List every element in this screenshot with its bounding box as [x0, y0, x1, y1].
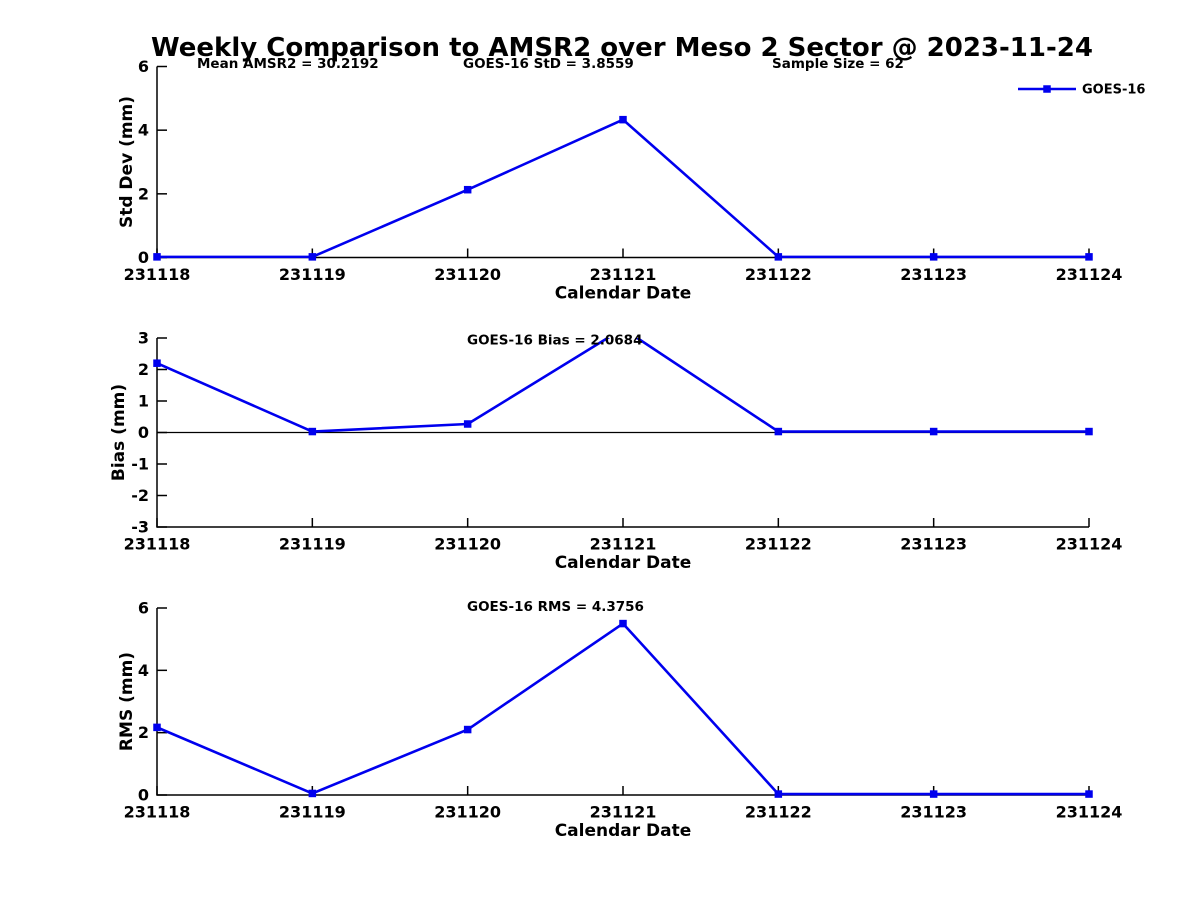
data-marker: [308, 789, 317, 798]
x-tick-label: 231118: [124, 265, 191, 284]
x-tick-label: 231123: [900, 535, 967, 554]
x-tick-label: 231124: [1056, 803, 1123, 822]
annotation-mean-amsr2: Mean AMSR2 = 30.2192: [197, 56, 379, 72]
axes-spines: [156, 66, 1089, 259]
y-tick-label: 6: [138, 599, 149, 618]
legend: GOES-16: [1018, 83, 1145, 98]
series-line-goes-16: [156, 622, 1089, 796]
y-axis-label: Std Dev (mm): [117, 96, 137, 228]
data-marker: [308, 253, 317, 261]
x-tick-label: 231121: [590, 803, 657, 822]
data-marker: [153, 359, 161, 367]
x-axis-label: Calendar Date: [555, 821, 692, 841]
y-tick-label: 4: [138, 661, 149, 680]
x-tick-label: 231119: [279, 535, 346, 554]
y-tick-label: 2: [138, 184, 149, 203]
annotation-goes16-std: GOES-16 StD = 3.8559: [463, 56, 634, 72]
y-tick-label: -1: [131, 455, 149, 474]
x-tick-label: 231119: [279, 265, 346, 284]
y-tick-label: 2: [138, 360, 149, 379]
y-tick-label: -2: [131, 486, 149, 505]
x-tick-label: 231119: [279, 803, 346, 822]
y-tick-label: 0: [138, 423, 149, 442]
annotation-sample-size: Sample Size = 62: [772, 56, 904, 72]
data-marker: [929, 253, 938, 261]
subplot-rms: 0 2 4 6 231118 231119 231120 231121 231122 231123…: [117, 599, 1122, 842]
data-marker: [774, 790, 783, 798]
y-tick-label: 0: [138, 786, 149, 805]
subplot-std-dev: 0 2 4 6 231118 231119 231120 231121 231122 231123…: [117, 57, 1122, 304]
x-tick-label: 231124: [1056, 265, 1123, 284]
axes-spines: [156, 608, 1089, 796]
legend-marker-sample: [1043, 85, 1051, 93]
data-marker: [774, 253, 783, 261]
data-marker: [619, 619, 627, 628]
subplot-bias: -3 -2 -1 0 1 2 3 231118 231119 231120 231121 231122…: [109, 329, 1122, 574]
annotation-bias: GOES-16 Bias = 2.0684: [467, 333, 642, 349]
data-marker: [774, 427, 783, 436]
annotation-rms: GOES-16 RMS = 4.3756: [467, 599, 644, 615]
x-tick-label: 231118: [124, 535, 191, 554]
data-marker: [463, 420, 472, 428]
data-marker: [1085, 253, 1093, 261]
subplot-container: 0 2 4 6 231118 231119 231120 231121 231122 231123…: [109, 57, 1122, 841]
y-tick-label: 6: [138, 57, 149, 76]
data-marker: [463, 725, 472, 734]
data-marker: [308, 427, 317, 436]
x-tick-label: 231123: [900, 265, 967, 284]
y-axis-label: Bias (mm): [109, 384, 129, 481]
x-tick-label: 231120: [434, 803, 501, 822]
y-axis-label: RMS (mm): [117, 652, 137, 751]
data-marker: [619, 115, 627, 124]
data-marker: [929, 427, 938, 436]
data-marker: [1085, 427, 1093, 436]
figure-title: Weekly Comparison to AMSR2 over Meso 2 S…: [151, 33, 1093, 63]
x-tick-label: 231122: [745, 535, 812, 554]
y-tick-label: 2: [138, 723, 149, 742]
data-marker: [463, 185, 472, 194]
x-tick-label: 231121: [590, 265, 657, 284]
y-tick-label: 0: [138, 248, 149, 267]
x-tick-label: 231120: [434, 535, 501, 554]
y-tick-label: 1: [138, 392, 149, 411]
x-tick-label: 231124: [1056, 535, 1123, 554]
x-tick-label: 231120: [434, 265, 501, 284]
x-tick-label: 231118: [124, 803, 191, 822]
x-tick-label: 231122: [745, 265, 812, 284]
x-tick-label: 231121: [590, 535, 657, 554]
x-tick-label: 231122: [745, 803, 812, 822]
data-marker: [153, 253, 161, 261]
x-tick-label: 231123: [900, 803, 967, 822]
x-axis-label: Calendar Date: [555, 284, 692, 304]
data-marker: [153, 723, 161, 732]
x-axis-label: Calendar Date: [555, 553, 692, 573]
data-marker: [1085, 790, 1093, 798]
y-tick-label: -3: [131, 518, 149, 537]
y-tick-label: 4: [138, 121, 149, 140]
series-line-goes-16: [157, 118, 1089, 259]
legend-label: GOES-16: [1082, 83, 1145, 98]
y-tick-label: 3: [138, 329, 149, 348]
data-marker: [929, 790, 938, 798]
